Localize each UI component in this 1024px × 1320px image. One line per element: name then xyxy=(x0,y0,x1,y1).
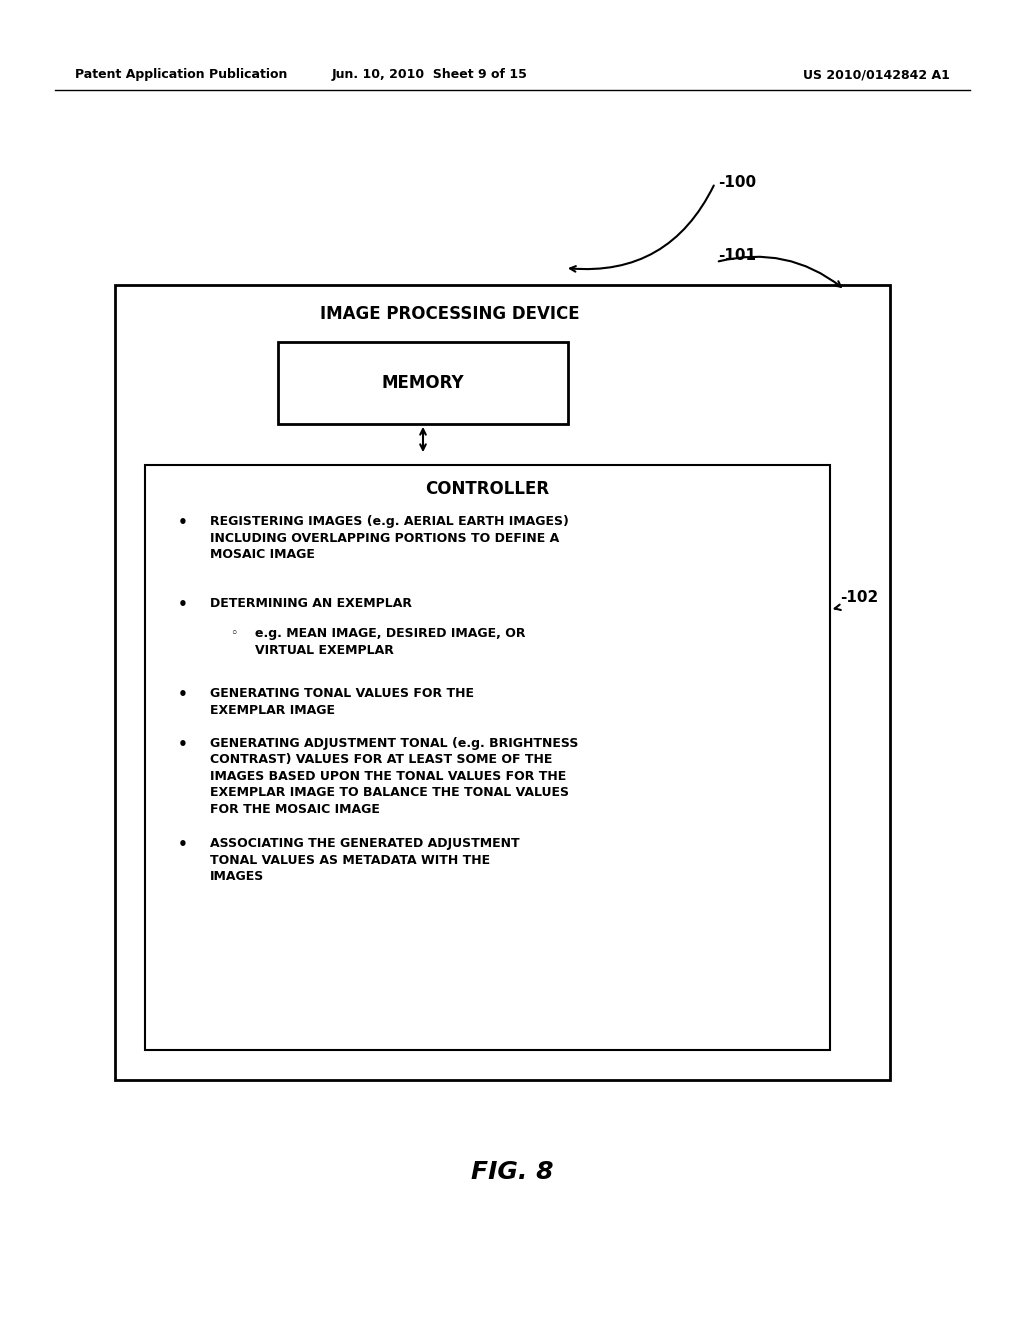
Text: •: • xyxy=(178,515,187,531)
Text: IMAGE PROCESSING DEVICE: IMAGE PROCESSING DEVICE xyxy=(321,305,580,323)
Bar xyxy=(145,465,830,1049)
Text: CONTROLLER: CONTROLLER xyxy=(425,480,549,498)
Text: GENERATING TONAL VALUES FOR THE
EXEMPLAR IMAGE: GENERATING TONAL VALUES FOR THE EXEMPLAR… xyxy=(210,686,474,717)
Text: •: • xyxy=(178,686,187,702)
Text: •: • xyxy=(178,597,187,612)
Bar xyxy=(115,285,890,1080)
Text: ASSOCIATING THE GENERATED ADJUSTMENT
TONAL VALUES AS METADATA WITH THE
IMAGES: ASSOCIATING THE GENERATED ADJUSTMENT TON… xyxy=(210,837,519,883)
Bar xyxy=(278,342,568,424)
Text: US 2010/0142842 A1: US 2010/0142842 A1 xyxy=(803,69,950,81)
Text: •: • xyxy=(178,837,187,851)
Text: •: • xyxy=(178,737,187,752)
Text: -100: -100 xyxy=(718,176,756,190)
Text: FIG. 8: FIG. 8 xyxy=(471,1160,553,1184)
Text: e.g. MEAN IMAGE, DESIRED IMAGE, OR
VIRTUAL EXEMPLAR: e.g. MEAN IMAGE, DESIRED IMAGE, OR VIRTU… xyxy=(255,627,525,656)
Text: MEMORY: MEMORY xyxy=(382,374,464,392)
Text: -101: -101 xyxy=(718,248,756,263)
Text: GENERATING ADJUSTMENT TONAL (e.g. BRIGHTNESS
CONTRAST) VALUES FOR AT LEAST SOME : GENERATING ADJUSTMENT TONAL (e.g. BRIGHT… xyxy=(210,737,579,816)
Text: -102: -102 xyxy=(840,590,879,605)
Text: Jun. 10, 2010  Sheet 9 of 15: Jun. 10, 2010 Sheet 9 of 15 xyxy=(332,69,528,81)
Text: Patent Application Publication: Patent Application Publication xyxy=(75,69,288,81)
Text: DETERMINING AN EXEMPLAR: DETERMINING AN EXEMPLAR xyxy=(210,597,412,610)
Text: ◦: ◦ xyxy=(230,627,238,640)
Text: REGISTERING IMAGES (e.g. AERIAL EARTH IMAGES)
INCLUDING OVERLAPPING PORTIONS TO : REGISTERING IMAGES (e.g. AERIAL EARTH IM… xyxy=(210,515,569,561)
